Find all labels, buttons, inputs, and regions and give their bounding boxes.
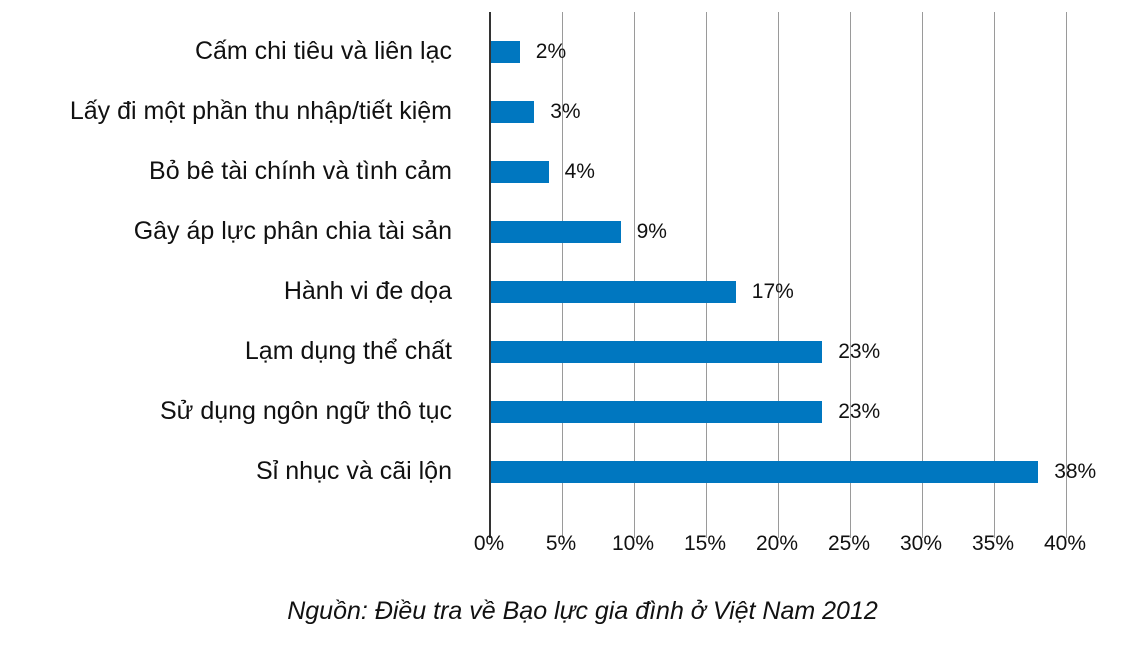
value-label: 4% <box>564 160 595 183</box>
x-tick-label: 35% <box>971 532 1015 555</box>
gridline <box>634 12 635 538</box>
bar <box>491 221 621 243</box>
gridline <box>562 12 563 538</box>
bar <box>491 101 535 123</box>
gridline <box>778 12 779 538</box>
gridline <box>994 12 995 538</box>
category-label: Sỉ nhục và cãi lộn <box>256 457 452 485</box>
value-label: 17% <box>751 280 794 303</box>
x-tick-label: 15% <box>683 532 727 555</box>
x-tick-label: 40% <box>1043 532 1087 555</box>
bar <box>491 401 823 423</box>
value-label: 3% <box>550 100 581 123</box>
x-tick-label: 30% <box>899 532 943 555</box>
gridline <box>922 12 923 538</box>
bar <box>491 281 736 303</box>
source-note: Nguồn: Điều tra về Bạo lực gia đình ở Vi… <box>287 597 878 625</box>
category-label: Lấy đi một phần thu nhập/tiết kiệm <box>69 97 452 125</box>
x-tick-label: 5% <box>545 532 577 555</box>
bar <box>491 461 1039 483</box>
gridline <box>706 12 707 538</box>
category-label: Cấm chi tiêu và liên lạc <box>194 37 452 65</box>
bar <box>491 341 823 363</box>
gridline <box>1066 12 1067 538</box>
value-label: 23% <box>838 340 881 363</box>
gridline <box>850 12 851 538</box>
category-label: Hành vi đe dọa <box>283 277 452 305</box>
x-tick-label: 10% <box>611 532 655 555</box>
value-label: 38% <box>1054 460 1097 483</box>
bar <box>491 161 549 183</box>
category-label: Sử dụng ngôn ngữ thô tục <box>159 397 452 425</box>
x-tick-label: 20% <box>755 532 799 555</box>
category-label: Gây áp lực phân chia tài sản <box>133 217 452 245</box>
y-axis-line <box>489 12 491 538</box>
value-label: 2% <box>535 40 567 63</box>
x-tick-label: 0% <box>473 532 505 555</box>
bar <box>491 41 520 63</box>
category-label: Lạm dụng thể chất <box>244 337 452 365</box>
category-label: Bỏ bê tài chính và tình cảm <box>149 157 452 185</box>
value-label: 9% <box>636 220 667 243</box>
x-tick-label: 25% <box>827 532 871 555</box>
value-label: 23% <box>838 400 881 423</box>
